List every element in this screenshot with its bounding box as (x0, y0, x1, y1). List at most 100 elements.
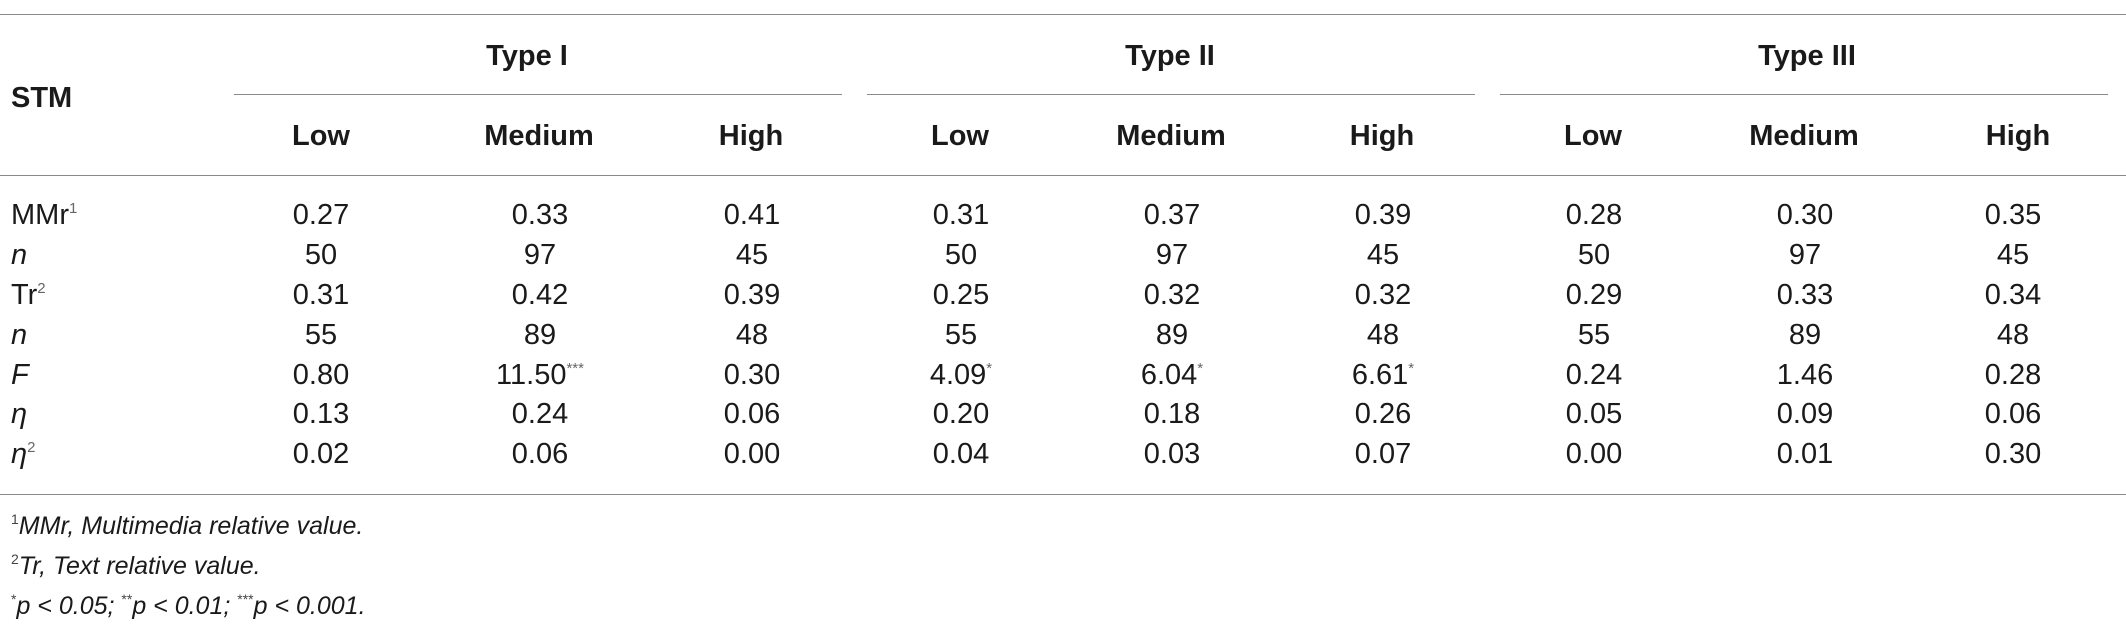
table-cell: 45 (1366, 239, 1400, 272)
table-cell: 0.01 (1776, 438, 1834, 471)
table-cell: 0.02 (292, 438, 350, 471)
table-cell: 11.50*** (496, 358, 584, 391)
subheader-medium: Medium (484, 120, 594, 152)
table-cell: 0.18 (1143, 398, 1201, 431)
footnote-marker: ** (121, 591, 133, 607)
table-row: n 55 89 48 55 89 48 55 89 48 (0, 315, 2126, 355)
row-label: n (11, 239, 28, 272)
row-label: n (11, 318, 28, 351)
table-cell: 0.32 (1143, 278, 1201, 311)
group-header-type-1: Type I (486, 40, 568, 72)
row-label: η2 (11, 438, 36, 471)
table-row: η 0.13 0.24 0.06 0.20 0.18 0.26 0.05 0.09 0.06 (0, 395, 2126, 435)
top-rule (0, 14, 2126, 15)
table-cell: 0.24 (511, 398, 569, 431)
table-cell: 0.33 (1776, 278, 1834, 311)
group-rule-type-3 (1500, 94, 2108, 95)
footnote-marker: *** (237, 591, 254, 607)
table-footnotes: 1MMr, Multimedia relative value. 2Tr, Te… (11, 506, 366, 626)
table-cell: 97 (523, 239, 557, 272)
table-cell: 45 (1996, 239, 2030, 272)
table-cell: 0.06 (1984, 398, 2042, 431)
table-cell: 0.20 (932, 398, 990, 431)
table-cell: 0.29 (1565, 278, 1623, 311)
data-table: MMr1 0.27 0.33 0.41 0.31 0.37 0.39 0.28 0.30 0.35… (0, 196, 2126, 475)
subheader-low: Low (931, 120, 989, 152)
table-cell: 0.13 (292, 398, 350, 431)
table-row: MMr1 0.27 0.33 0.41 0.31 0.37 0.39 0.28 0.30 0.35 (0, 196, 2126, 236)
table-cell: 97 (1155, 239, 1189, 272)
table-cell: 4.09* (929, 358, 993, 391)
table-cell: 45 (735, 239, 769, 272)
table-cell: 89 (523, 318, 557, 351)
table-cell: 0.42 (511, 278, 569, 311)
table-cell: 6.04* (1140, 358, 1204, 391)
table-cell: 0.28 (1984, 358, 2042, 391)
bottom-rule (0, 494, 2126, 495)
table-cell: 0.03 (1143, 438, 1201, 471)
table-cell: 0.32 (1354, 278, 1412, 311)
group-header-type-3: Type III (1758, 40, 1856, 72)
footnote-significance: *p < 0.05; **p < 0.01; ***p < 0.001. (11, 586, 366, 626)
table-cell: 0.26 (1354, 398, 1412, 431)
table-cell: 50 (304, 239, 338, 272)
table-cell: 48 (1996, 318, 2030, 351)
table-cell: 97 (1788, 239, 1822, 272)
table-cell: 48 (735, 318, 769, 351)
row-label: MMr1 (11, 199, 78, 232)
table-cell: 0.25 (932, 278, 990, 311)
footnote-text: Tr, Text relative value. (18, 552, 261, 580)
table-cell: 0.06 (511, 438, 569, 471)
row-label: Tr2 (11, 278, 46, 311)
table-cell: 50 (1577, 239, 1611, 272)
group-header-type-2: Type II (1125, 40, 1215, 72)
table-cell: 0.00 (1565, 438, 1623, 471)
table-cell: 0.04 (932, 438, 990, 471)
table-cell: 0.24 (1565, 358, 1623, 391)
row-label: F (11, 358, 29, 391)
header-rule (0, 175, 2126, 176)
table-cell: 0.41 (723, 199, 781, 232)
table-cell: 0.37 (1143, 199, 1201, 232)
table-cell: 89 (1788, 318, 1822, 351)
subheader-high: High (1349, 120, 1415, 152)
table-cell: 6.61* (1351, 358, 1415, 391)
footnote-marker: 1 (11, 511, 19, 527)
table-cell: 0.39 (723, 278, 781, 311)
subheader-medium: Medium (1749, 120, 1859, 152)
table-cell: 0.30 (723, 358, 781, 391)
table-cell: 1.46 (1776, 358, 1834, 391)
subheader-low: Low (292, 120, 350, 152)
table-row: Tr2 0.31 0.42 0.39 0.25 0.32 0.32 0.29 0.33 0.34 (0, 276, 2126, 316)
footnote-text: MMr, Multimedia relative value. (18, 512, 364, 540)
table-cell: 50 (944, 239, 978, 272)
table-cell: 0.27 (292, 199, 350, 232)
subheader-low: Low (1564, 120, 1622, 152)
table-cell: 0.31 (932, 199, 990, 232)
table-row: η2 0.02 0.06 0.00 0.04 0.03 0.07 0.00 0.01 0.30 (0, 435, 2126, 475)
footnote-marker: 2 (11, 551, 19, 567)
table-row: F 0.80 11.50*** 0.30 4.09* 6.04* 6.61* 0.24 1.46… (0, 355, 2126, 395)
table-cell: 0.00 (723, 438, 781, 471)
subheader-medium: Medium (1116, 120, 1226, 152)
table-cell: 0.05 (1565, 398, 1623, 431)
table-cell: 0.28 (1565, 199, 1623, 232)
footnote-text: p < 0.01; (132, 592, 238, 620)
footnote-marker: * (11, 591, 17, 607)
table-cell: 48 (1366, 318, 1400, 351)
group-rule-type-1 (234, 94, 842, 95)
table-row: n 50 97 45 50 97 45 50 97 45 (0, 236, 2126, 276)
table-cell: 0.33 (511, 199, 569, 232)
table-cell: 0.06 (723, 398, 781, 431)
subheader-high: High (718, 120, 784, 152)
table-cell: 0.80 (292, 358, 350, 391)
table-cell: 0.09 (1776, 398, 1834, 431)
table-cell: 89 (1155, 318, 1189, 351)
group-rule-type-2 (867, 94, 1475, 95)
table-cell: 0.30 (1776, 199, 1834, 232)
subheader-high: High (1985, 120, 2051, 152)
table-cell: 0.39 (1354, 199, 1412, 232)
table-cell: 0.34 (1984, 278, 2042, 311)
table-cell: 0.35 (1984, 199, 2042, 232)
